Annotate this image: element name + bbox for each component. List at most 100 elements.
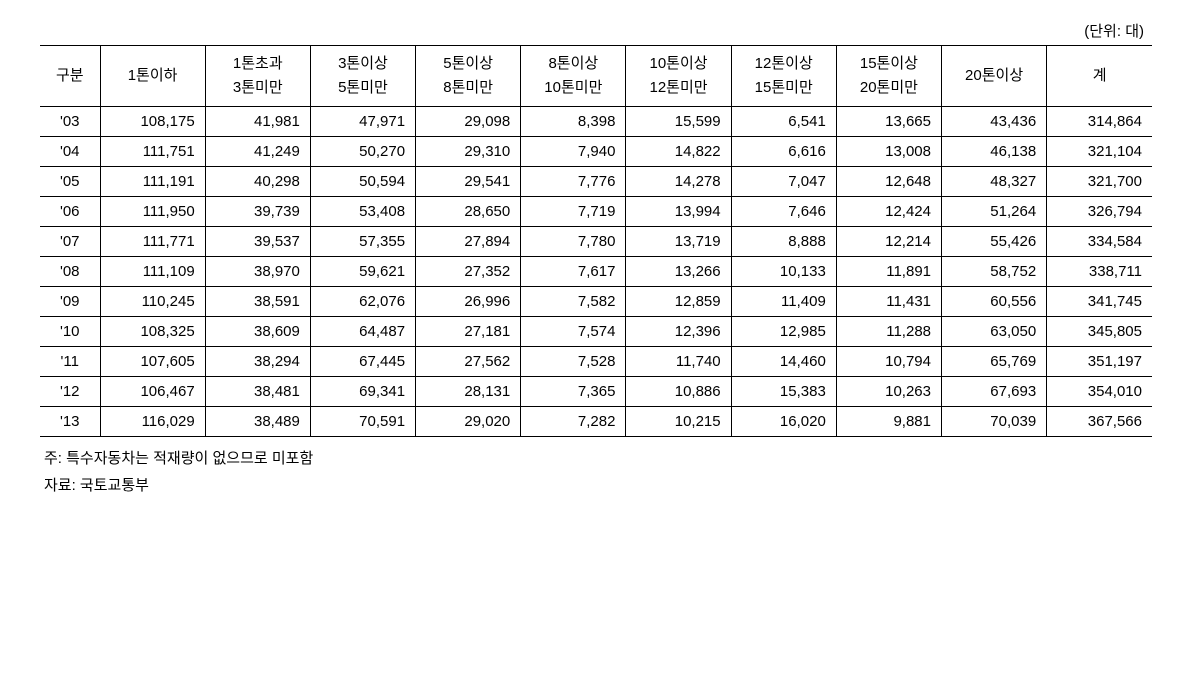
row-value: 16,020 <box>731 407 836 437</box>
row-value: 110,245 <box>100 287 205 317</box>
row-value: 314,864 <box>1047 107 1152 137</box>
row-value: 7,617 <box>521 257 626 287</box>
col-header-category: 구분 <box>40 46 100 107</box>
row-value: 50,270 <box>310 137 415 167</box>
row-value: 38,970 <box>205 257 310 287</box>
table-body: '03108,17541,98147,97129,0988,39815,5996… <box>40 107 1152 437</box>
col-header-1ton: 1톤이하 <box>100 46 205 107</box>
row-value: 7,646 <box>731 197 836 227</box>
row-value: 8,888 <box>731 227 836 257</box>
row-value: 27,352 <box>416 257 521 287</box>
row-year: '09 <box>40 287 100 317</box>
row-value: 326,794 <box>1047 197 1152 227</box>
table-row: '10108,32538,60964,48727,1817,57412,3961… <box>40 317 1152 347</box>
row-value: 29,098 <box>416 107 521 137</box>
row-value: 11,409 <box>731 287 836 317</box>
col-header-5to8ton: 5톤이상 8톤미만 <box>416 46 521 107</box>
row-value: 39,739 <box>205 197 310 227</box>
row-value: 7,776 <box>521 167 626 197</box>
col-header-15to20ton: 15톤이상 20톤미만 <box>836 46 941 107</box>
col-header-line2: 12톤미만 <box>649 79 707 96</box>
row-year: '07 <box>40 227 100 257</box>
row-value: 28,131 <box>416 377 521 407</box>
table-row: '08111,10938,97059,62127,3527,61713,2661… <box>40 257 1152 287</box>
row-value: 13,266 <box>626 257 731 287</box>
col-header-line1: 12톤이상 <box>755 55 813 72</box>
row-value: 48,327 <box>942 167 1047 197</box>
row-year: '05 <box>40 167 100 197</box>
row-year: '12 <box>40 377 100 407</box>
col-header-line1: 5톤이상 <box>443 55 493 72</box>
row-value: 12,859 <box>626 287 731 317</box>
row-value: 10,263 <box>836 377 941 407</box>
table-row: '03108,17541,98147,97129,0988,39815,5996… <box>40 107 1152 137</box>
row-value: 7,528 <box>521 347 626 377</box>
row-value: 64,487 <box>310 317 415 347</box>
col-header-line2: 15톤미만 <box>755 79 813 96</box>
row-value: 9,881 <box>836 407 941 437</box>
row-value: 7,282 <box>521 407 626 437</box>
row-value: 12,396 <box>626 317 731 347</box>
row-value: 53,408 <box>310 197 415 227</box>
row-value: 111,950 <box>100 197 205 227</box>
table-row: '12106,46738,48169,34128,1317,36510,8861… <box>40 377 1152 407</box>
row-value: 108,325 <box>100 317 205 347</box>
row-value: 14,822 <box>626 137 731 167</box>
row-value: 7,719 <box>521 197 626 227</box>
row-value: 29,020 <box>416 407 521 437</box>
table-row: '04111,75141,24950,27029,3107,94014,8226… <box>40 137 1152 167</box>
row-value: 40,298 <box>205 167 310 197</box>
col-header-12to15ton: 12톤이상 15톤미만 <box>731 46 836 107</box>
row-value: 111,771 <box>100 227 205 257</box>
row-value: 107,605 <box>100 347 205 377</box>
row-value: 12,648 <box>836 167 941 197</box>
row-value: 13,008 <box>836 137 941 167</box>
row-value: 12,424 <box>836 197 941 227</box>
row-value: 70,591 <box>310 407 415 437</box>
row-value: 47,971 <box>310 107 415 137</box>
row-value: 11,431 <box>836 287 941 317</box>
col-header-8to10ton: 8톤이상 10톤미만 <box>521 46 626 107</box>
row-year: '06 <box>40 197 100 227</box>
row-value: 6,616 <box>731 137 836 167</box>
row-value: 7,574 <box>521 317 626 347</box>
row-value: 15,383 <box>731 377 836 407</box>
col-header-line1: 3톤이상 <box>338 55 388 72</box>
row-value: 13,665 <box>836 107 941 137</box>
row-value: 38,591 <box>205 287 310 317</box>
col-header-20ton: 20톤이상 <box>942 46 1047 107</box>
row-value: 7,780 <box>521 227 626 257</box>
row-value: 27,181 <box>416 317 521 347</box>
row-value: 7,047 <box>731 167 836 197</box>
row-value: 7,582 <box>521 287 626 317</box>
row-value: 27,894 <box>416 227 521 257</box>
col-header-line2: 8톤미만 <box>443 79 493 96</box>
row-value: 345,805 <box>1047 317 1152 347</box>
row-year: '04 <box>40 137 100 167</box>
row-value: 106,467 <box>100 377 205 407</box>
row-value: 29,541 <box>416 167 521 197</box>
row-year: '03 <box>40 107 100 137</box>
row-value: 111,751 <box>100 137 205 167</box>
row-value: 12,214 <box>836 227 941 257</box>
row-value: 38,609 <box>205 317 310 347</box>
col-header-line2: 5톤미만 <box>338 79 388 96</box>
table-row: '07111,77139,53757,35527,8947,78013,7198… <box>40 227 1152 257</box>
row-value: 39,537 <box>205 227 310 257</box>
col-header-line2: 3톤미만 <box>233 79 283 96</box>
row-value: 46,138 <box>942 137 1047 167</box>
row-value: 108,175 <box>100 107 205 137</box>
col-header-total: 계 <box>1047 46 1152 107</box>
row-year: '08 <box>40 257 100 287</box>
table-row: '13116,02938,48970,59129,0207,28210,2151… <box>40 407 1152 437</box>
table-row: '06111,95039,73953,40828,6507,71913,9947… <box>40 197 1152 227</box>
table-row: '09110,24538,59162,07626,9967,58212,8591… <box>40 287 1152 317</box>
row-value: 338,711 <box>1047 257 1152 287</box>
row-value: 354,010 <box>1047 377 1152 407</box>
col-header-line1: 10톤이상 <box>649 55 707 72</box>
row-value: 41,981 <box>205 107 310 137</box>
col-header-3to5ton: 3톤이상 5톤미만 <box>310 46 415 107</box>
row-value: 41,249 <box>205 137 310 167</box>
row-value: 13,719 <box>626 227 731 257</box>
row-value: 38,294 <box>205 347 310 377</box>
